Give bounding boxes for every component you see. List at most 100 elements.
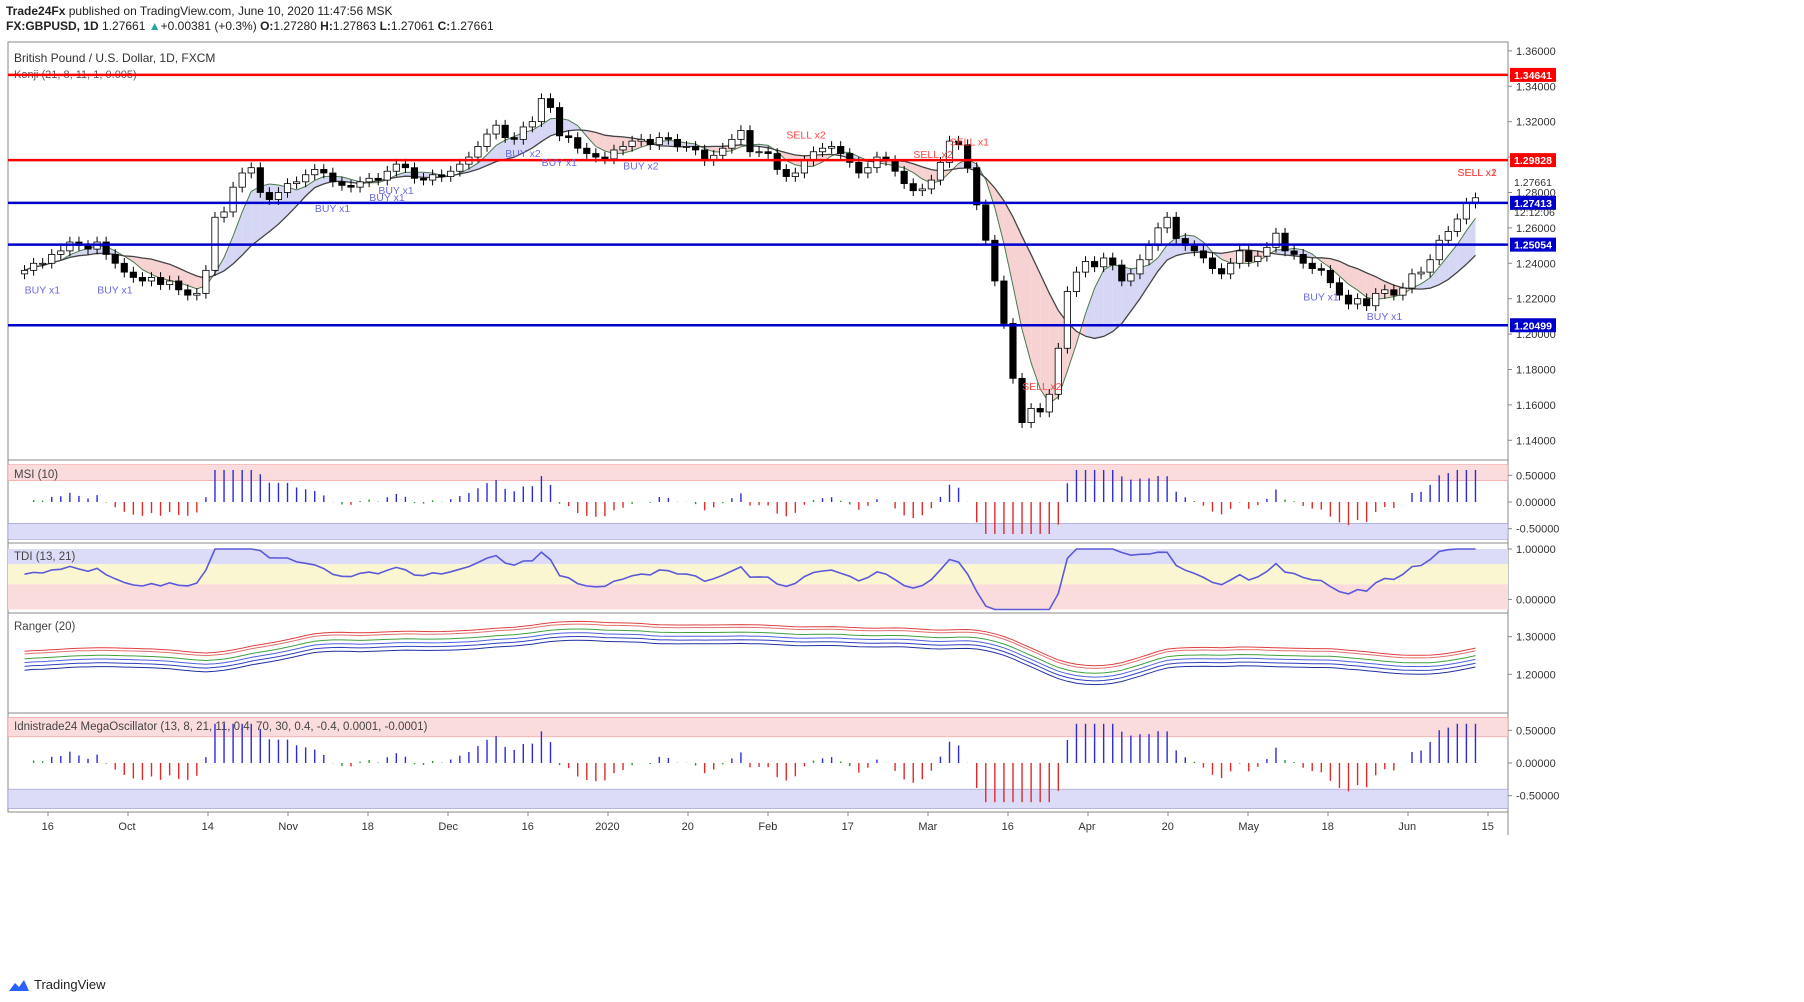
candle-body: [1281, 232, 1289, 252]
panel-tick-label: -0.50000: [1516, 524, 1559, 536]
candle-body: [166, 280, 174, 285]
cloud-segment: [1003, 200, 1013, 286]
candle-body: [238, 172, 246, 188]
high-label: H:: [320, 19, 333, 33]
cloud-segment: [1112, 264, 1122, 332]
signal-label: BUY x1: [1303, 291, 1339, 303]
cloud-segment: [496, 140, 506, 162]
candle-body: [528, 121, 536, 128]
candle-body: [574, 137, 582, 149]
candle-body: [610, 149, 618, 160]
candle-body: [746, 130, 754, 153]
price-tick-label: 1.16000: [1516, 400, 1556, 412]
time-tick-label: May: [1238, 821, 1259, 833]
candle-body: [1290, 250, 1298, 255]
cloud-segment: [1022, 236, 1032, 363]
candle-body: [102, 241, 110, 255]
level-price-tag: [1510, 153, 1556, 168]
panel-tick-label: 0.50000: [1516, 470, 1556, 482]
candle-body: [1045, 393, 1053, 413]
candle-body: [247, 167, 255, 174]
candle-body: [129, 271, 137, 278]
candle-body: [1227, 262, 1235, 275]
cloud-segment: [1040, 273, 1050, 404]
cloud-segment: [1031, 254, 1041, 389]
symbol-label: FX:GBPUSD, 1D: [6, 19, 99, 33]
signal-label: BUY x1: [25, 284, 61, 296]
level-price-tag: [1510, 318, 1556, 333]
candle-body: [1462, 202, 1470, 220]
candle-body: [1417, 271, 1425, 275]
ohlc-line: FX:GBPUSD, 1D 1.27661 ▲+0.00381 (+0.3%) …: [6, 19, 494, 33]
candle-body: [1363, 298, 1371, 307]
candle-body: [1236, 250, 1244, 264]
tradingview-footer[interactable]: TradingView: [8, 977, 106, 992]
cloud-segment: [1266, 249, 1276, 256]
candle-body: [782, 169, 790, 177]
candle-body: [800, 160, 808, 174]
cloud-segment: [233, 211, 243, 264]
time-tick-label: Jun: [1398, 821, 1416, 833]
candle-body: [438, 174, 446, 177]
chart-area[interactable]: 1.360001.340001.320001.300001.280001.260…: [0, 0, 1804, 970]
cloud-segment: [187, 272, 197, 289]
oversold-band: [7, 523, 1509, 540]
candle-body: [229, 186, 237, 213]
change-value: +0.00381 (+0.3%): [160, 19, 257, 33]
candle-body: [837, 146, 845, 154]
cloud-segment: [478, 154, 487, 170]
oversold-band: [7, 788, 1509, 809]
cloud-segment: [1321, 257, 1331, 268]
candle-body: [1163, 216, 1171, 229]
candle-body: [927, 179, 935, 190]
candle-body: [1354, 298, 1362, 305]
cloud-segment: [314, 176, 324, 188]
candle-body: [311, 169, 319, 176]
candle-body: [918, 188, 926, 192]
candle-body: [392, 163, 400, 172]
candle-body: [383, 170, 391, 181]
cloud-segment: [269, 184, 279, 232]
signal-label: BUY x2: [623, 160, 659, 172]
signal-label: SELL x2: [1022, 381, 1061, 393]
candle-body: [1245, 250, 1253, 262]
panel-tick-label: 0.00000: [1516, 758, 1556, 770]
candle-body: [637, 138, 645, 142]
price-tick-label: 1.36000: [1516, 46, 1556, 58]
cloud-segment: [922, 166, 932, 183]
overbought-band: [7, 464, 1509, 481]
candle-body: [1254, 255, 1262, 262]
close-value: 1.27661: [450, 19, 494, 33]
panel-tick-label: 1.30000: [1516, 632, 1556, 644]
candle-body: [855, 161, 863, 174]
candle-body: [283, 183, 292, 193]
cloud-segment: [1421, 277, 1431, 290]
candle-body: [519, 126, 527, 140]
candle-body: [737, 130, 745, 140]
tdi-upper-band: [8, 549, 1508, 565]
time-tick-label: 14: [202, 821, 214, 833]
candle-body: [592, 153, 600, 158]
candle-body: [456, 163, 464, 172]
panel-tick-label: -0.50000: [1516, 791, 1559, 803]
candle-body: [619, 146, 627, 151]
candle-body: [755, 151, 763, 154]
level-price-tag: [1510, 237, 1556, 252]
cloud-segment: [169, 264, 179, 283]
candle-body: [664, 137, 672, 140]
signal-label: SELL x1: [950, 137, 989, 149]
time-tick-label: 15: [1482, 821, 1494, 833]
signal-label: SELL x1: [1457, 167, 1496, 179]
candle-body: [492, 124, 500, 135]
candle-body: [873, 156, 881, 169]
candle-body: [1263, 246, 1271, 257]
candle-body: [57, 250, 65, 255]
candle-body: [293, 181, 301, 185]
cloud-segment: [296, 186, 306, 206]
candle-body: [483, 133, 491, 147]
candle-body: [891, 160, 899, 172]
candle-body: [501, 124, 509, 138]
candle-body: [719, 147, 727, 156]
cloud-segment: [151, 259, 161, 279]
ranger-line: [24, 623, 1476, 669]
